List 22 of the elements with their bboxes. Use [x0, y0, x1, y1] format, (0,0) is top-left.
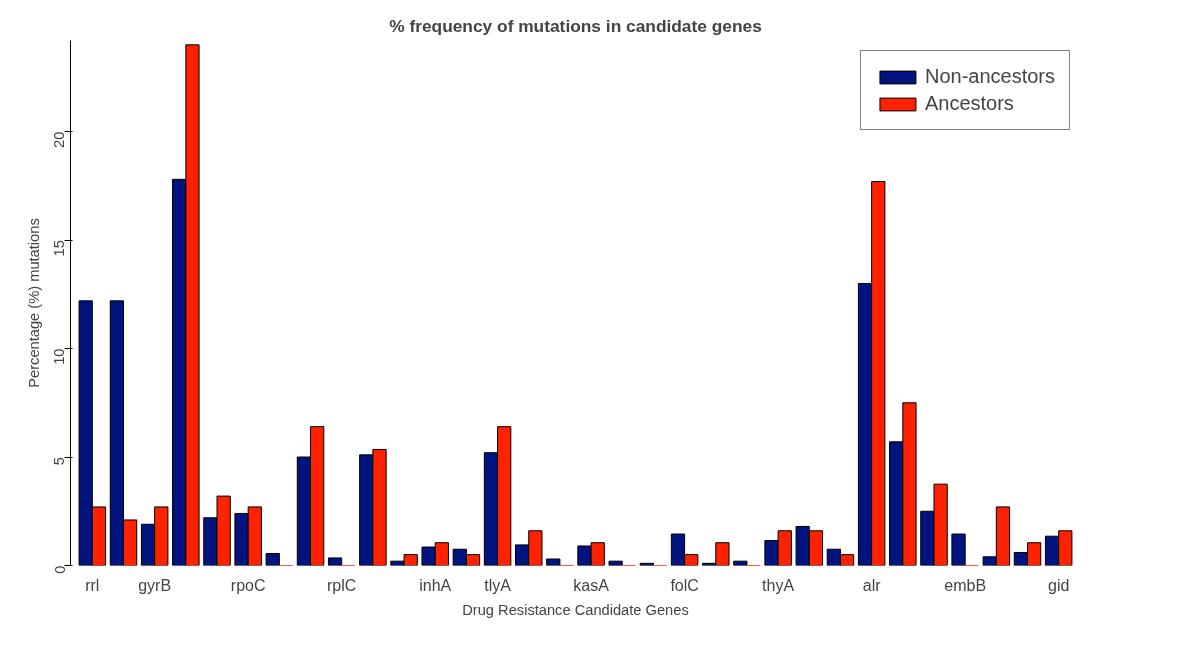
- x-tick-label: gid: [1048, 576, 1070, 594]
- x-tick-label: alr: [862, 576, 882, 594]
- y-axis-title: Percentage (%) mutations: [25, 218, 42, 388]
- x-tick-label: folC: [670, 576, 699, 594]
- y-tick-label: 5: [51, 457, 68, 466]
- x-axis-title: Drug Resistance Candidate Genes: [462, 601, 689, 618]
- x-tick-label: rrl: [85, 576, 100, 594]
- legend-label: Ancestors: [924, 92, 1014, 115]
- chart-title: % frequency of mutations in candidate genes: [389, 15, 762, 36]
- x-tick-label: embB: [944, 576, 987, 594]
- x-tick-label: gyrB: [138, 576, 172, 594]
- y-tick-label: 0: [51, 565, 68, 574]
- x-tick-label: thyA: [762, 576, 795, 594]
- legend-label: Non-ancestors: [924, 65, 1055, 88]
- x-tick-label: rpoC: [230, 576, 266, 594]
- x-tick-label: inhA: [419, 576, 452, 594]
- y-tick-label: 20: [51, 131, 68, 148]
- y-tick-label: 15: [51, 240, 68, 257]
- y-tick-label: 10: [51, 348, 68, 365]
- x-tick-label: kasA: [573, 576, 610, 594]
- x-tick-label: tlyA: [484, 576, 512, 594]
- x-tick-label: rplC: [327, 576, 357, 594]
